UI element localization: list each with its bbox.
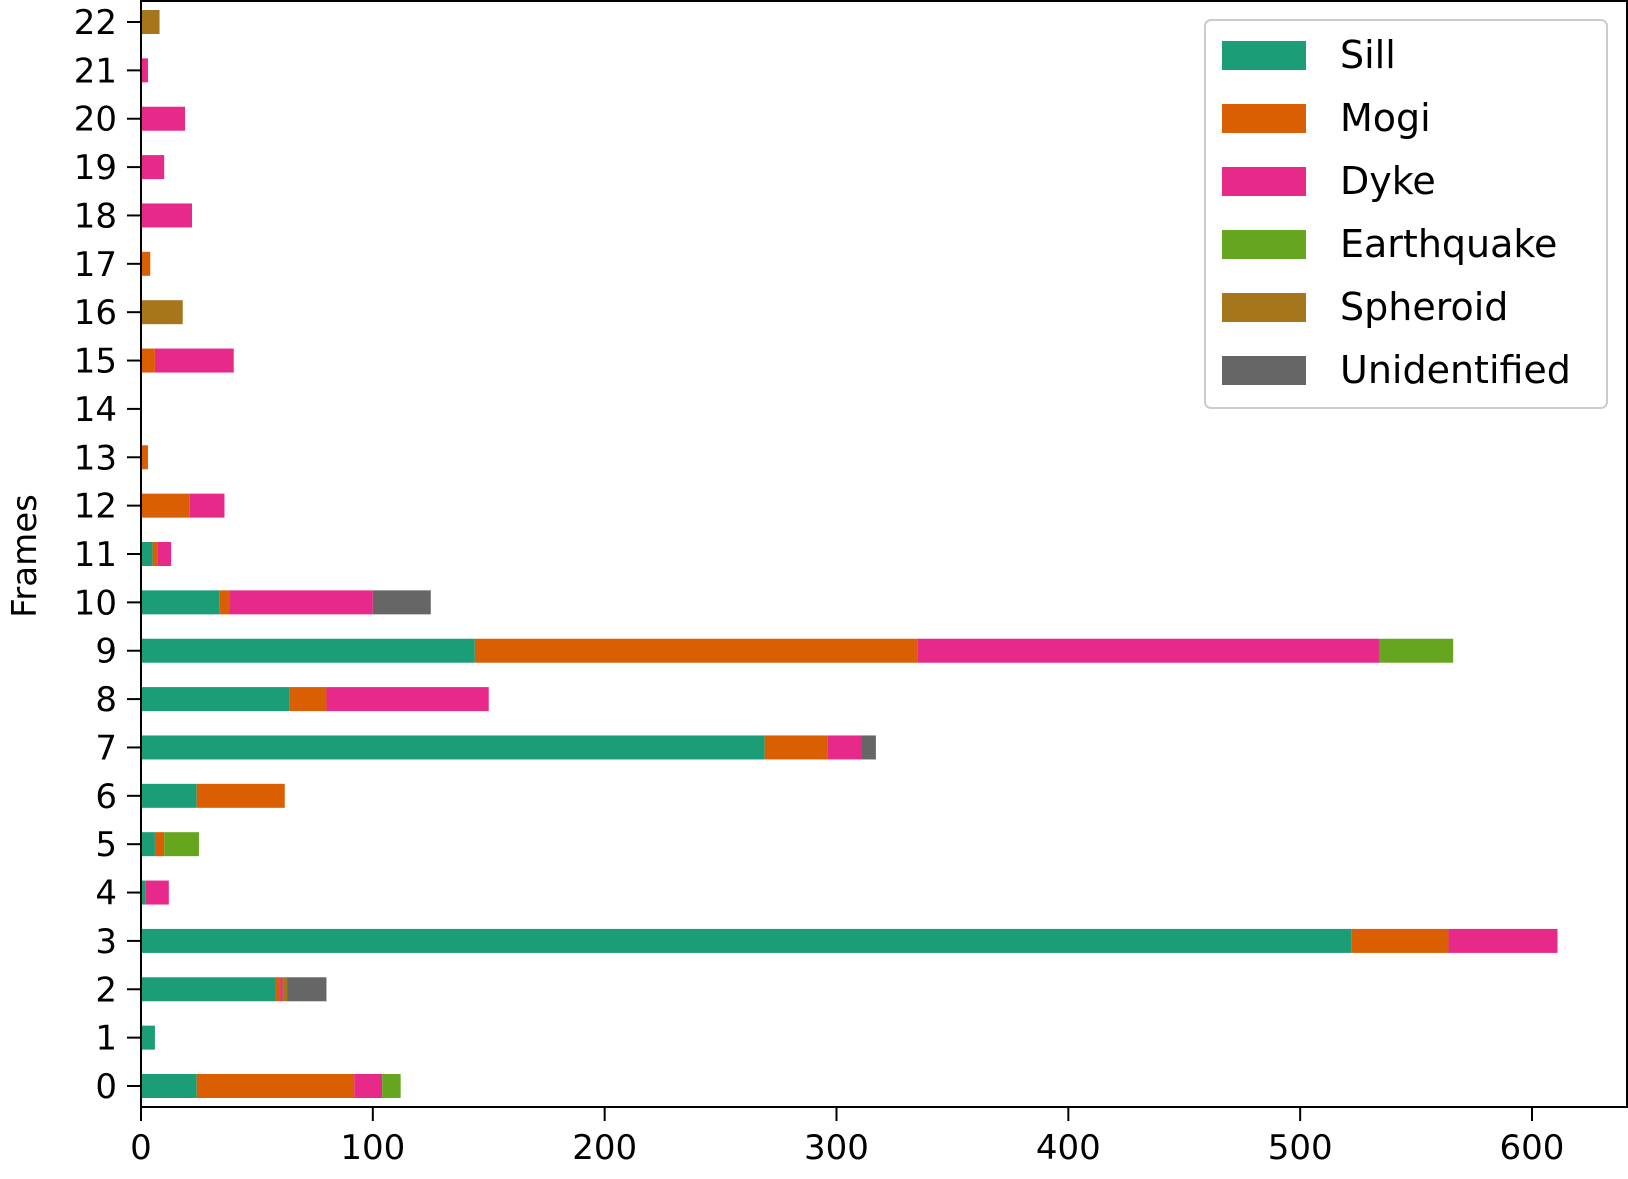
bar-mogi-frame-15 [141, 348, 155, 373]
bar-mogi-frame-2 [275, 977, 281, 1002]
bar-dyke-frame-19 [141, 155, 165, 180]
legend-swatch-sill [1222, 41, 1306, 70]
bar-dyke-frame-21 [141, 58, 148, 83]
bar-mogi-frame-7 [764, 735, 828, 760]
bar-mogi-frame-9 [474, 638, 918, 663]
bar-dyke-frame-4 [145, 880, 169, 905]
y-tick-label-22: 22 [74, 3, 117, 43]
y-tick-label-3: 3 [95, 922, 117, 962]
y-tick-label-7: 7 [95, 728, 117, 768]
bar-earthquake-frame-5 [164, 832, 199, 857]
y-tick-label-12: 12 [74, 487, 117, 527]
legend-label-mogi: Mogi [1340, 96, 1431, 140]
legend-label-spheroid: Spheroid [1340, 285, 1508, 329]
legend-swatch-spheroid [1222, 293, 1306, 322]
y-tick-label-15: 15 [74, 342, 117, 382]
x-tick-label-400: 400 [1036, 1128, 1101, 1168]
bar-unidentified-frame-2 [287, 977, 327, 1002]
bar-unidentified-frame-10 [372, 590, 431, 615]
bar-spheroid-frame-22 [141, 10, 160, 34]
bar-sill-frame-1 [141, 1025, 155, 1050]
bar-dyke-frame-18 [141, 203, 192, 228]
bar-mogi-frame-13 [141, 445, 148, 470]
bar-earthquake-frame-0 [382, 1074, 401, 1098]
bar-mogi-frame-17 [141, 251, 151, 276]
bar-dyke-frame-11 [157, 542, 172, 566]
bar-mogi-frame-3 [1351, 928, 1449, 953]
bar-dyke-frame-2 [280, 977, 283, 1002]
legend-swatch-earthquake [1222, 230, 1306, 259]
bar-mogi-frame-6 [196, 783, 285, 808]
x-tick-label-0: 0 [130, 1128, 152, 1168]
y-tick-label-18: 18 [74, 196, 117, 236]
bars-group [141, 10, 1558, 1098]
bar-dyke-frame-15 [154, 348, 234, 373]
bar-mogi-frame-12 [141, 493, 190, 518]
bar-dyke-frame-20 [141, 106, 186, 131]
y-tick-label-2: 2 [95, 970, 117, 1010]
x-tick-label-500: 500 [1268, 1128, 1333, 1168]
x-tick-label-200: 200 [572, 1128, 637, 1168]
bar-mogi-frame-0 [196, 1074, 355, 1098]
bar-spheroid-frame-2 [282, 977, 288, 1002]
bar-dyke-frame-0 [354, 1074, 383, 1098]
x-ticks-group: 0 100 200 300 400 500 600 [130, 1107, 1564, 1168]
bar-sill-frame-0 [141, 1074, 197, 1098]
bar-sill-frame-7 [141, 735, 765, 760]
y-tick-label-11: 11 [74, 535, 117, 575]
bar-sill-frame-10 [141, 590, 220, 615]
legend-swatch-dyke [1222, 167, 1306, 196]
bar-dyke-frame-9 [917, 638, 1379, 663]
bar-sill-frame-2 [141, 977, 276, 1002]
bar-mogi-frame-10 [219, 590, 230, 615]
y-tick-label-6: 6 [95, 777, 117, 817]
bar-dyke-frame-3 [1448, 928, 1558, 953]
legend-label-sill: Sill [1340, 33, 1396, 77]
bar-dyke-frame-8 [326, 687, 489, 712]
y-tick-label-19: 19 [74, 148, 117, 188]
y-axis-label: Frames [5, 494, 45, 618]
y-tick-label-16: 16 [74, 293, 117, 333]
bar-sill-frame-5 [141, 832, 155, 857]
legend-label-dyke: Dyke [1340, 159, 1436, 203]
legend-label-unidentified: Unidentified [1340, 348, 1571, 392]
bar-sill-frame-6 [141, 783, 197, 808]
bar-mogi-frame-11 [152, 542, 158, 566]
y-tick-label-13: 13 [74, 438, 117, 478]
x-tick-label-600: 600 [1500, 1128, 1565, 1168]
y-tick-label-9: 9 [95, 632, 117, 672]
legend-swatch-unidentified [1222, 356, 1306, 385]
y-tick-label-5: 5 [95, 825, 117, 865]
y-tick-label-20: 20 [74, 100, 117, 140]
bar-spheroid-frame-16 [141, 300, 183, 325]
bar-sill-frame-11 [141, 542, 153, 566]
y-tick-label-8: 8 [95, 680, 117, 720]
bar-dyke-frame-10 [229, 590, 373, 615]
bar-unidentified-frame-7 [862, 735, 876, 760]
bar-dyke-frame-12 [189, 493, 225, 518]
legend-label-earthquake: Earthquake [1340, 222, 1557, 266]
legend-swatch-mogi [1222, 104, 1306, 133]
y-tick-label-17: 17 [74, 245, 117, 285]
x-tick-label-100: 100 [340, 1128, 405, 1168]
y-tick-label-4: 4 [95, 874, 117, 914]
x-tick-label-300: 300 [804, 1128, 869, 1168]
bar-sill-frame-3 [141, 928, 1352, 953]
bar-sill-frame-4 [141, 880, 146, 905]
y-tick-label-10: 10 [74, 583, 117, 623]
y-tick-label-1: 1 [95, 1019, 117, 1059]
y-tick-label-14: 14 [74, 390, 117, 430]
bar-mogi-frame-5 [154, 832, 165, 857]
bar-sill-frame-8 [141, 687, 290, 712]
y-tick-label-21: 21 [74, 51, 117, 91]
bar-sill-frame-9 [141, 638, 475, 663]
y-tick-label-0: 0 [95, 1067, 117, 1107]
bar-earthquake-frame-9 [1378, 638, 1454, 663]
legend: Sill Mogi Dyke Earthquake Spheroid Unidentifi… [1204, 19, 1608, 409]
bar-dyke-frame-7 [827, 735, 862, 760]
bar-mogi-frame-8 [289, 687, 327, 712]
